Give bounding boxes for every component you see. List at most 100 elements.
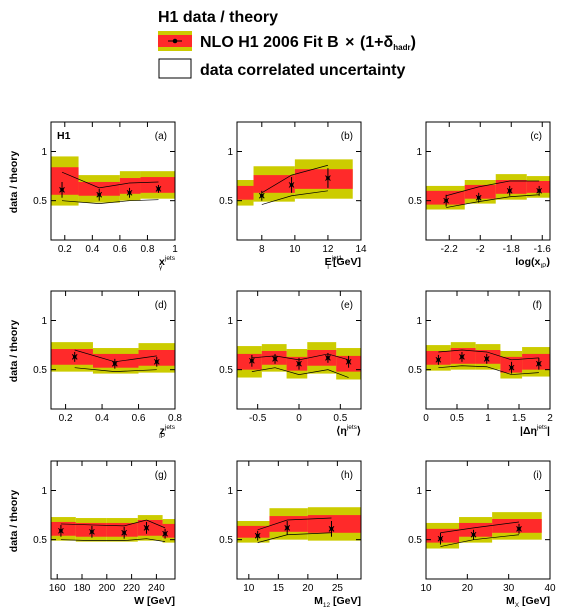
panel-tag: (i) [533, 470, 542, 481]
data-marker [127, 191, 132, 195]
x-tick-label: 1 [485, 413, 491, 424]
data-point [516, 523, 522, 534]
x-label-sup: jets [164, 424, 176, 431]
x-tick-label: 20 [302, 583, 314, 594]
inner-band-bin [51, 349, 93, 365]
x-label-sub: X [515, 602, 520, 609]
data-marker [60, 188, 64, 192]
x-axis-label: zjets IP [159, 424, 176, 440]
inner-band-bin [237, 185, 254, 200]
corr-uncertainty-low [60, 538, 166, 542]
y-tick-label: 0.5 [33, 196, 47, 207]
x-tick-label: 0.2 [59, 413, 73, 424]
data-point [155, 184, 162, 193]
data-point [71, 351, 78, 362]
data-marker [163, 531, 167, 536]
x-label-suffix: ⟩ [357, 425, 361, 437]
y-axis-label: data / theory [8, 320, 20, 383]
inner-band-bin [162, 523, 175, 538]
x-label-main: x [159, 256, 165, 268]
data-point [58, 524, 64, 537]
data-point [437, 532, 444, 545]
x-tick-label: 14 [355, 244, 367, 255]
data-point [325, 168, 331, 188]
inner-band-bin [522, 353, 550, 370]
corr-uncertainty-low [74, 367, 157, 372]
data-point [111, 358, 118, 369]
panel-tag: (f) [533, 300, 542, 311]
legend-marker-dot [172, 38, 178, 44]
corr-uncertainty-low [438, 365, 539, 375]
panel-frame [50, 460, 176, 580]
panel-frame [425, 460, 551, 580]
data-point [59, 181, 65, 198]
x-tick-label: 0.8 [168, 413, 182, 424]
data-marker [297, 361, 301, 366]
data-marker [285, 526, 289, 530]
panel-frame [50, 290, 176, 410]
x-tick-label: 220 [123, 583, 140, 594]
x-axis-label: Ejet1 T [GeV] [325, 255, 361, 271]
data-point [258, 190, 265, 201]
y-tick-label: 0.5 [219, 196, 233, 207]
inner-band-bin [119, 178, 141, 194]
legend: H1 data / theory NLO H1 2006 Fit B × (1+… [158, 9, 416, 79]
panel-7: 160 180 200 220 240 0.5 1 (g) data / theory W [Ge… [8, 460, 176, 607]
data-marker [156, 187, 161, 191]
experiment-label: H1 [57, 130, 71, 142]
corr-uncertainty-high [261, 164, 329, 194]
x-tick-label: -1.8 [503, 244, 521, 255]
data-marker [90, 530, 94, 534]
y-tick-label: 1 [41, 147, 47, 158]
x-label-suffix: [GeV] [144, 595, 175, 607]
corr-uncertainty-low [251, 367, 349, 378]
x-axis-label: ⟨ηjets⟩ [336, 424, 361, 437]
data-point [162, 528, 168, 539]
panel-plot-area [51, 515, 175, 543]
data-point [475, 192, 482, 203]
inner-band-bin [475, 350, 501, 364]
data-marker [471, 532, 476, 537]
data-marker [509, 365, 514, 370]
inner-band-bin [294, 169, 353, 189]
data-point [288, 177, 295, 193]
x-label-sub: IP [540, 263, 546, 270]
corr-uncertainty-high [60, 519, 166, 529]
x-tick-label: 10 [243, 583, 255, 594]
panel-8: 10 15 20 25 0.5 1 (h) M12 [GeV] [219, 460, 362, 609]
x-tick-label: -2.2 [441, 244, 459, 255]
x-label-main: M [506, 595, 515, 607]
x-label-suffix: [GeV] [519, 595, 550, 607]
x-label-sup: jets [164, 255, 176, 262]
x-label-main: z [160, 425, 165, 437]
data-point [89, 525, 95, 538]
data-point [153, 356, 160, 367]
x-label-sub: γ [159, 264, 163, 271]
data-marker [537, 189, 541, 193]
data-marker [289, 183, 294, 187]
inner-band-bin [51, 167, 79, 195]
y-axis-label: data / theory [8, 490, 20, 553]
x-tick-label: 0.8 [140, 244, 154, 255]
panel-plot-area [51, 342, 175, 374]
inner-band-bin [253, 175, 295, 193]
data-point [470, 529, 477, 540]
x-tick-label: 1 [172, 244, 178, 255]
inner-band-bin [307, 515, 361, 533]
panel-frame [236, 121, 362, 241]
y-tick-label: 1 [227, 486, 233, 497]
x-label-sup: jets [346, 424, 358, 431]
data-point [328, 520, 335, 537]
data-point [325, 352, 331, 363]
data-marker [537, 361, 541, 366]
x-tick-label: 10 [289, 244, 301, 255]
x-tick-label: 2 [547, 413, 553, 424]
data-marker [260, 193, 264, 198]
x-tick-label: 20 [462, 583, 474, 594]
x-tick-label: 8 [259, 244, 265, 255]
y-tick-label: 0.5 [33, 535, 47, 546]
corr-uncertainty-low [446, 194, 540, 208]
inner-band-bin [426, 190, 465, 205]
panel-2: 8 10 12 14 0.5 1 (b) Ejet1 T [GeV] [219, 121, 367, 271]
